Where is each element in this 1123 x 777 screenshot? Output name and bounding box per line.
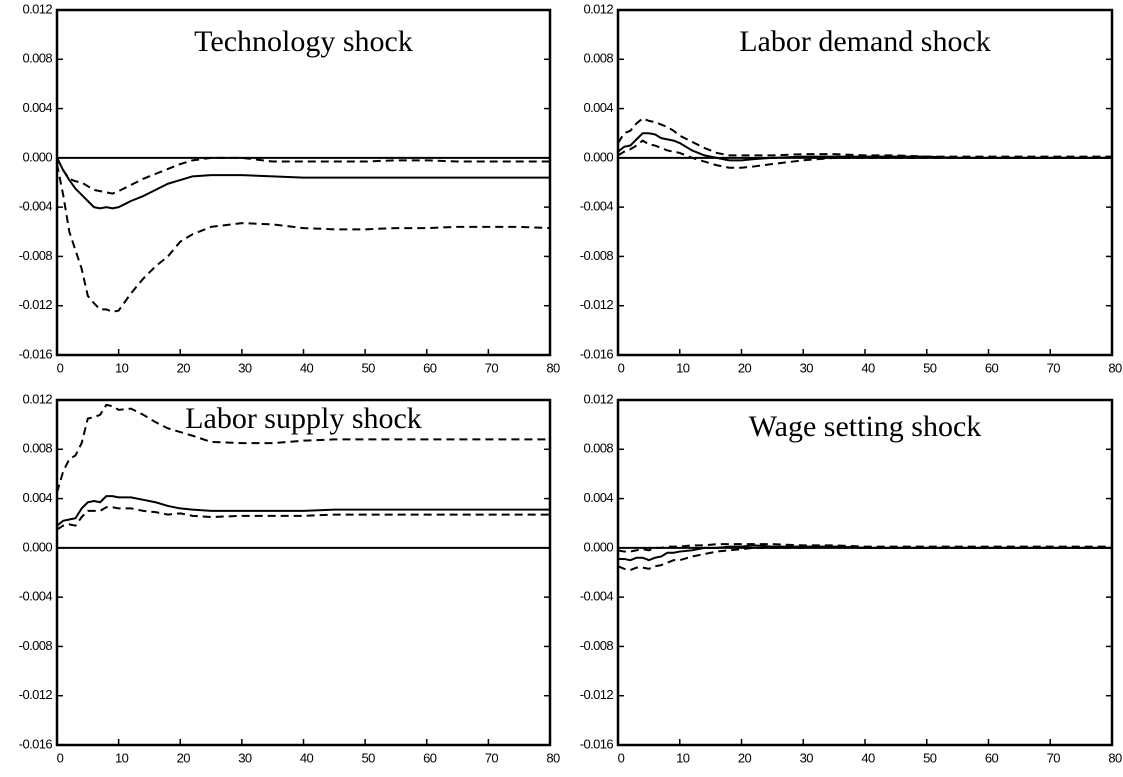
series-line [618,545,1112,572]
y-tick-label: -0.004 [580,589,614,604]
y-tick-label: -0.008 [580,638,614,653]
x-tick-label: 40 [300,750,314,765]
y-tick-label: -0.016 [580,346,614,361]
x-tick-label: 70 [485,750,499,765]
x-tick-label: 50 [361,360,375,375]
y-tick-label: -0.012 [580,687,614,702]
x-tick-label: 80 [1108,750,1122,765]
y-tick-label: -0.016 [19,736,53,751]
panel: -0.016 -0.012 -0.008 -0.004 0.000 0.004 0.008 0… [580,1,1123,375]
y-tick-label: -0.008 [19,638,53,653]
y-tick-label: 0.008 [22,441,52,456]
y-tick-label: -0.016 [19,346,53,361]
series-line [57,163,550,313]
y-tick-label: 0.012 [583,1,613,16]
y-tick-label: -0.012 [580,297,614,312]
y-tick-label: -0.016 [580,736,614,751]
y-tick-label: 0.000 [22,149,52,164]
x-tick-label: 80 [546,360,560,375]
y-tick-label: 0.004 [22,490,52,505]
x-tick-label: 40 [861,360,875,375]
plot-frame [55,8,552,357]
x-tick-label: 70 [1047,360,1061,375]
panel-title: Wage setting shock [749,410,982,443]
x-tick-label: 60 [985,360,999,375]
y-tick-label: 0.012 [583,391,613,406]
y-tick-label: 0.000 [583,539,613,554]
series-line [57,403,550,493]
x-tick-label: 60 [423,750,437,765]
y-tick-label: -0.012 [19,297,53,312]
y-tick-label: 0.000 [22,539,52,554]
x-tick-label: 10 [676,360,690,375]
x-tick-label: 60 [423,360,437,375]
series-line [618,132,1112,162]
x-tick-label: 20 [738,360,752,375]
x-tick-label: 40 [300,360,314,375]
plot-frame [616,398,1114,747]
x-tick-label: 0 [57,360,64,375]
y-tick-label: -0.004 [19,589,53,604]
series-line [618,543,1112,553]
x-tick-label: 50 [361,750,375,765]
y-tick-label: -0.004 [19,199,53,214]
x-tick-label: 40 [861,750,875,765]
series-line [57,506,550,531]
y-tick-label: 0.004 [583,100,613,115]
y-tick-label: -0.008 [580,248,614,263]
x-tick-label: 20 [177,750,191,765]
y-tick-label: -0.012 [19,687,53,702]
x-tick-label: 80 [1108,360,1122,375]
y-tick-label: -0.008 [19,248,53,263]
x-tick-label: 50 [923,360,937,375]
series-line [57,157,550,210]
x-tick-label: 70 [1047,750,1061,765]
panel: -0.016 -0.012 -0.008 -0.004 0.000 0.004 0.008 0… [19,391,561,765]
x-tick-label: 20 [177,360,191,375]
x-tick-label: 0 [618,360,625,375]
x-tick-label: 0 [57,750,64,765]
panel-title: Labor demand shock [739,25,991,58]
series-line [618,117,1112,158]
series-line [57,495,550,527]
x-tick-label: 10 [115,750,129,765]
panel-title: Technology shock [194,25,413,58]
x-tick-label: 80 [546,750,560,765]
y-tick-label: 0.008 [22,51,52,66]
y-tick-label: 0.012 [22,1,52,16]
y-tick-label: 0.004 [22,100,52,115]
y-tick-label: 0.008 [583,51,613,66]
series-line [618,139,1112,169]
y-tick-label: 0.004 [583,490,613,505]
series-line [57,156,550,195]
y-tick-label: 0.012 [22,391,52,406]
y-tick-label: 0.008 [583,441,613,456]
x-tick-label: 0 [618,750,625,765]
plot-frame [55,398,552,747]
y-tick-label: -0.004 [580,199,614,214]
x-tick-label: 30 [800,750,814,765]
panel: -0.016 -0.012 -0.008 -0.004 0.000 0.004 0.008 0… [19,1,561,375]
x-tick-label: 10 [115,360,129,375]
plot-frame [616,8,1114,357]
x-tick-label: 70 [485,360,499,375]
x-tick-label: 30 [238,750,252,765]
x-tick-label: 30 [800,360,814,375]
y-tick-label: 0.000 [583,149,613,164]
panel-title: Labor supply shock [185,402,422,435]
panel: -0.016 -0.012 -0.008 -0.004 0.000 0.004 0.008 0… [580,391,1123,765]
x-tick-label: 30 [238,360,252,375]
x-tick-label: 10 [676,750,690,765]
x-tick-label: 20 [738,750,752,765]
x-tick-label: 50 [923,750,937,765]
x-tick-label: 60 [985,750,999,765]
